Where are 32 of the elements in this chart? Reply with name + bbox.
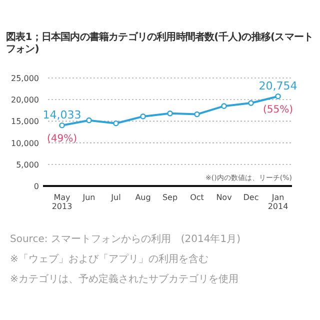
point (248, 100, 254, 106)
x-tick-label: Dec (243, 193, 259, 202)
x-tick-label: Jul (110, 193, 121, 202)
y-tick-label: 15,000 (11, 117, 39, 126)
y-tick-label: 5,000 (16, 160, 39, 170)
source-note: Source: スマートフォンからの利用 (2014年1月) (10, 233, 241, 245)
y-tick-label: 25,000 (11, 74, 39, 83)
y-tick-label: 0 (34, 182, 39, 191)
x-tick-label: Aug (135, 193, 151, 202)
data-label: 20,754 (258, 79, 298, 92)
x-tick-label: Jun (82, 193, 96, 202)
text: ※カテゴリは、予め定義されたサブカテゴリを使用 (10, 273, 238, 285)
x-tick-label: Sep (162, 193, 178, 202)
point (194, 111, 200, 118)
point (275, 93, 281, 100)
text: ※「ウェブ」および「アプリ」の利用を含む (10, 253, 208, 265)
point (221, 103, 227, 109)
y-tick-label: 20,000 (11, 96, 39, 105)
point (113, 120, 119, 126)
annotation: (55%) (262, 104, 294, 116)
x-tick-label: Nov (216, 193, 232, 202)
point (86, 117, 92, 124)
data-label: 14,033 (42, 108, 82, 122)
point (140, 114, 146, 120)
point (59, 122, 65, 128)
chart-title: 図表1；日本国内の書籍カテゴリの利用時間者数(千人)の推移(スマートフォン) (6, 31, 314, 55)
point (167, 110, 173, 116)
x-tick-label: Oct (190, 193, 204, 202)
y-tick-label: 10,000 (11, 138, 39, 148)
x-tick-label: Jan 2014 (268, 193, 288, 212)
x-tick-label: May 2013 (52, 193, 72, 212)
annotation: (49%) (46, 133, 78, 144)
